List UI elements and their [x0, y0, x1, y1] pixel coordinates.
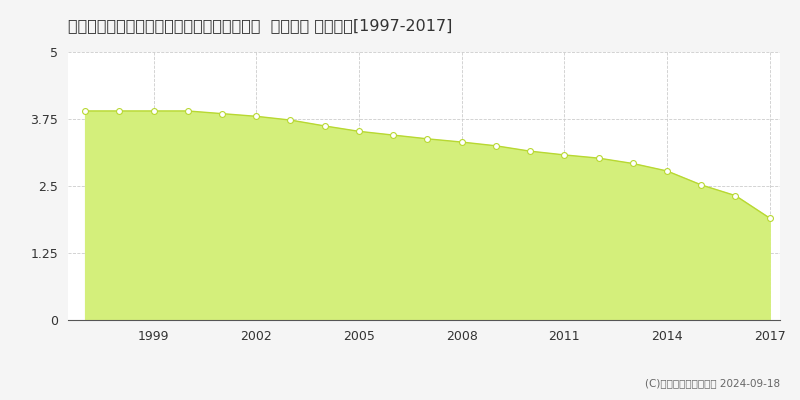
Text: 北海道滝川市滝の川町西４丁目９７５番７８  基準地価 地価推移[1997-2017]: 北海道滝川市滝の川町西４丁目９７５番７８ 基準地価 地価推移[1997-2017… [68, 18, 452, 33]
Point [353, 128, 366, 134]
Point [216, 110, 229, 117]
Point [386, 132, 399, 138]
Point [695, 182, 708, 188]
Point [729, 192, 742, 199]
Point [284, 117, 297, 123]
Text: (C)土地価格ドットコム 2024-09-18: (C)土地価格ドットコム 2024-09-18 [645, 378, 780, 388]
Point [182, 108, 194, 114]
Point [558, 152, 570, 158]
Point [763, 215, 776, 221]
Point [455, 139, 468, 145]
Point [592, 155, 605, 161]
Point [318, 123, 331, 129]
Point [524, 148, 537, 154]
Point [147, 108, 160, 114]
Point [421, 136, 434, 142]
Point [113, 108, 126, 114]
Point [661, 168, 674, 174]
Point [250, 113, 262, 120]
Point [490, 142, 502, 149]
Point [78, 108, 91, 114]
Point [626, 160, 639, 167]
